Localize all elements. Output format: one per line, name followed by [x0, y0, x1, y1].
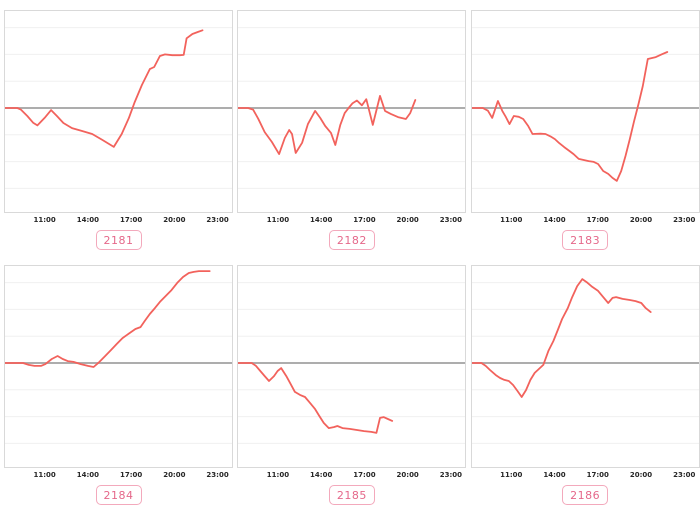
- x-tick-label: 17:00: [353, 216, 376, 224]
- x-tick-label: 17:00: [586, 470, 609, 479]
- chart-id-badge[interactable]: 2185: [328, 484, 375, 505]
- series-line: [471, 277, 652, 398]
- chart-canvas[interactable]: [471, 266, 699, 467]
- x-tick-label: 23:00: [206, 470, 229, 479]
- chart-cell: 11:00 14:00 17:00 20:00 23:00 2183: [467, 0, 700, 255]
- x-tick-label: 20:00: [396, 470, 419, 479]
- x-tick-label: 23:00: [439, 216, 463, 224]
- x-axis: 11:00 14:00 17:00 20:00 23:00: [4, 213, 233, 227]
- x-tick-label: 20:00: [396, 216, 419, 224]
- x-tick-label: 23:00: [673, 470, 696, 479]
- x-tick-label: 17:00: [586, 216, 609, 224]
- x-axis: 11:00 14:00 17:00 20:00 23:00: [471, 213, 700, 227]
- series-line: [5, 269, 211, 368]
- x-tick-label: 11:00: [266, 470, 290, 479]
- series-line: [5, 29, 204, 148]
- plot-area[interactable]: [4, 10, 233, 213]
- chart-cell: 11:00 14:00 17:00 20:00 23:00 2185: [233, 255, 467, 509]
- x-tick-label: 11:00: [500, 470, 523, 479]
- x-tick-label: 17:00: [119, 216, 143, 224]
- x-tick-label: 14:00: [76, 470, 100, 479]
- x-tick-label: 23:00: [673, 216, 696, 224]
- x-tick-label: 23:00: [206, 216, 229, 224]
- plot-area[interactable]: [470, 10, 700, 213]
- badge-row: 2185: [237, 484, 466, 505]
- chart-canvas[interactable]: [238, 266, 466, 467]
- plot-area[interactable]: [4, 264, 233, 468]
- badge-row: 2183: [471, 230, 700, 250]
- plot-area[interactable]: [237, 10, 467, 213]
- x-tick-label: 14:00: [310, 470, 333, 479]
- x-tick-label: 20:00: [163, 216, 186, 224]
- x-tick-label: 23:00: [439, 470, 463, 479]
- x-tick-label: 11:00: [266, 216, 290, 224]
- plot-area[interactable]: [470, 264, 700, 468]
- chart-canvas[interactable]: [5, 11, 232, 212]
- x-axis: 11:00 14:00 17:00 20:00 23:00: [4, 468, 233, 482]
- chart-id-badge[interactable]: 2184: [95, 484, 142, 505]
- chart-cell: 11:00 14:00 17:00 20:00 23:00 2186: [467, 255, 700, 509]
- chart-cell: 11:00 14:00 17:00 20:00 23:00 2184: [0, 255, 233, 509]
- badge-row: 2181: [4, 230, 233, 250]
- x-tick-label: 14:00: [76, 216, 100, 224]
- chart-id-badge[interactable]: 2186: [562, 484, 609, 505]
- badge-row: 2182: [237, 230, 466, 250]
- x-tick-label: 11:00: [500, 216, 523, 224]
- x-axis: 11:00 14:00 17:00 20:00 23:00: [237, 468, 466, 482]
- x-tick-label: 20:00: [629, 470, 653, 479]
- series-line: [238, 361, 394, 434]
- chart-canvas[interactable]: [5, 266, 232, 467]
- x-tick-label: 20:00: [629, 216, 653, 224]
- x-tick-label: 14:00: [543, 216, 566, 224]
- chart-canvas[interactable]: [471, 11, 699, 212]
- series-line: [238, 95, 417, 156]
- x-tick-label: 11:00: [33, 470, 56, 479]
- x-tick-label: 14:00: [543, 470, 566, 479]
- x-axis: 11:00 14:00 17:00 20:00 23:00: [471, 468, 700, 482]
- x-tick-label: 11:00: [33, 216, 56, 224]
- chart-canvas[interactable]: [238, 11, 466, 212]
- badge-row: 2186: [471, 484, 700, 505]
- x-axis: 11:00 14:00 17:00 20:00 23:00: [237, 213, 466, 227]
- chart-cell: 11:00 14:00 17:00 20:00 23:00 2182: [233, 0, 467, 255]
- chart-id-badge[interactable]: 2181: [95, 230, 142, 250]
- chart-id-badge[interactable]: 2182: [328, 230, 375, 250]
- series-line: [471, 51, 668, 182]
- chart-id-badge[interactable]: 2183: [562, 230, 609, 250]
- x-tick-label: 17:00: [353, 470, 376, 479]
- x-tick-label: 17:00: [119, 470, 143, 479]
- plot-area[interactable]: [237, 264, 467, 468]
- badge-row: 2184: [4, 484, 233, 505]
- chart-cell: 11:00 14:00 17:00 20:00 23:00 2181: [0, 0, 233, 255]
- x-tick-label: 20:00: [163, 470, 186, 479]
- x-tick-label: 14:00: [310, 216, 333, 224]
